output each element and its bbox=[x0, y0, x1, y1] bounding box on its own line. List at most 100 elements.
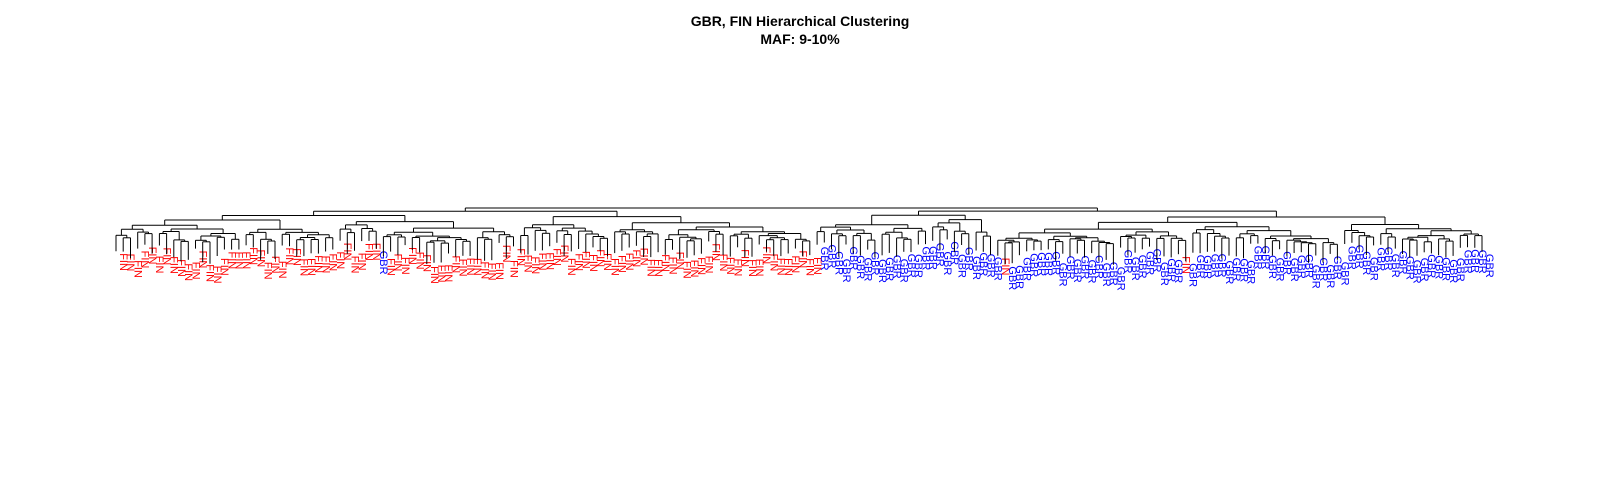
leaf-label: GBR bbox=[1461, 250, 1473, 274]
leaf-label: FIN bbox=[124, 254, 136, 272]
leaf-label: FIN bbox=[442, 265, 454, 283]
leaf-label: FIN bbox=[189, 262, 201, 280]
leaf-label: GBR bbox=[941, 252, 953, 276]
leaf-label: FIN bbox=[789, 256, 801, 274]
leaf-label: FIN bbox=[146, 247, 158, 265]
leaf-label: GBR bbox=[1194, 255, 1206, 279]
leaf-label: GBR bbox=[1107, 262, 1119, 286]
leaf-label: GBR bbox=[1020, 257, 1032, 281]
leaf-label: GBR bbox=[1042, 252, 1054, 276]
leaf-label: GBR bbox=[1006, 266, 1018, 290]
leaf-label: FIN bbox=[160, 248, 172, 266]
leaf-label: GBR bbox=[1288, 258, 1300, 282]
leaf-label: FIN bbox=[486, 263, 498, 281]
leaf-label: FIN bbox=[132, 260, 144, 278]
leaf-label: FIN bbox=[428, 266, 440, 284]
leaf-label: GBR bbox=[847, 247, 859, 271]
leaf-label: FIN bbox=[796, 251, 808, 269]
leaf-label: FIN bbox=[710, 243, 722, 261]
leaf-label: FIN bbox=[645, 259, 657, 277]
leaf-label: FIN bbox=[406, 247, 418, 265]
leaf-label: FIN bbox=[623, 253, 635, 271]
leaf-label: FIN bbox=[782, 258, 794, 276]
leaf-label: GBR bbox=[1208, 254, 1220, 278]
leaf-label: FIN bbox=[457, 259, 469, 277]
leaf-label: GBR bbox=[1064, 256, 1076, 280]
leaf-label: FIN bbox=[652, 259, 664, 277]
leaf-label: FIN bbox=[153, 256, 165, 274]
leaf-label: GBR bbox=[1158, 262, 1170, 286]
leaf-label: GBR bbox=[1187, 263, 1199, 287]
leaf-label: GBR bbox=[876, 259, 888, 283]
leaf-label: GBR bbox=[1259, 246, 1271, 270]
leaf-label: FIN bbox=[471, 258, 483, 276]
leaf-label: GBR bbox=[1252, 246, 1264, 270]
leaf-label: GBR bbox=[955, 254, 967, 278]
leaf-label: FIN bbox=[291, 248, 303, 266]
leaf-label: FIN bbox=[283, 248, 295, 266]
leaf-label: FIN bbox=[565, 258, 577, 276]
leaf-label: GBR bbox=[1237, 258, 1249, 282]
leaf-label: FIN bbox=[168, 256, 180, 274]
chart-subtitle: MAF: 9-10% bbox=[760, 31, 840, 47]
leaf-label: FIN bbox=[522, 255, 534, 273]
leaf-label: FIN bbox=[666, 257, 678, 275]
leaf-label: GBR bbox=[1454, 258, 1466, 282]
leaf-label: GBR bbox=[377, 251, 389, 275]
leaf-label: GBR bbox=[1143, 251, 1155, 275]
leaf-label: GBR bbox=[854, 255, 866, 279]
leaf-label: GBR bbox=[919, 247, 931, 271]
leaf-label: GBR bbox=[1013, 265, 1025, 289]
leaf-label: GBR bbox=[1302, 254, 1314, 278]
leaf-label: FIN bbox=[580, 251, 592, 269]
leaf-label: GBR bbox=[1122, 250, 1134, 274]
leaf-label: GBR bbox=[1353, 245, 1365, 269]
leaf-label: GBR bbox=[1266, 255, 1278, 279]
leaf-label: FIN bbox=[464, 258, 476, 276]
leaf-label: GBR bbox=[1093, 255, 1105, 279]
leaf-label: GBR bbox=[1396, 251, 1408, 275]
leaf-label: GBR bbox=[1049, 251, 1061, 275]
leaf-label: GBR bbox=[1367, 257, 1379, 281]
leaf-label: GBR bbox=[1273, 258, 1285, 282]
leaf-label: GBR bbox=[1086, 260, 1098, 284]
leaf-label: GBR bbox=[1324, 265, 1336, 289]
leaf-label: GBR bbox=[934, 243, 946, 267]
leaf-label: FIN bbox=[450, 256, 462, 274]
leaf-label: FIN bbox=[724, 257, 736, 275]
leaf-label: GBR bbox=[992, 257, 1004, 281]
leaf-label: GBR bbox=[883, 257, 895, 281]
leaf-label: FIN bbox=[413, 252, 425, 270]
leaf-label: FIN bbox=[609, 258, 621, 276]
leaf-label: FIN bbox=[753, 259, 765, 277]
leaf-label: FIN bbox=[139, 251, 151, 269]
leaf-label: GBR bbox=[1360, 251, 1372, 275]
leaf-label: GBR bbox=[1331, 256, 1343, 280]
leaf-label: GBR bbox=[1057, 263, 1069, 287]
leaf-label: GBR bbox=[1418, 258, 1430, 282]
leaf-label: GBR bbox=[833, 251, 845, 275]
leaf-label: GBR bbox=[984, 254, 996, 278]
leaf-label: GBR bbox=[1216, 254, 1228, 278]
leaf-label: FIN bbox=[616, 255, 628, 273]
leaf-label: FIN bbox=[370, 243, 382, 261]
leaf-label: GBR bbox=[1028, 253, 1040, 277]
leaf-label: FIN bbox=[240, 252, 252, 270]
leaf-label: GBR bbox=[1469, 249, 1481, 273]
leaf-label: FIN bbox=[695, 257, 707, 275]
leaf-label: GBR bbox=[1035, 252, 1047, 276]
leaf-label: FIN bbox=[731, 259, 743, 277]
leaf-label: FIN bbox=[363, 243, 375, 261]
leaf-label: FIN bbox=[702, 256, 714, 274]
leaf-label: GBR bbox=[825, 245, 837, 269]
leaf-label: FIN bbox=[681, 261, 693, 279]
leaf-label: FIN bbox=[225, 252, 237, 270]
leaf-label: FIN bbox=[760, 247, 772, 265]
leaf-label: FIN bbox=[334, 252, 346, 270]
leaf-label: FIN bbox=[218, 258, 230, 276]
leaf-label: GBR bbox=[840, 259, 852, 283]
leaf-label: FIN bbox=[182, 263, 194, 281]
leaf-label: FIN bbox=[811, 257, 823, 275]
leaf-label: GBR bbox=[1432, 255, 1444, 279]
